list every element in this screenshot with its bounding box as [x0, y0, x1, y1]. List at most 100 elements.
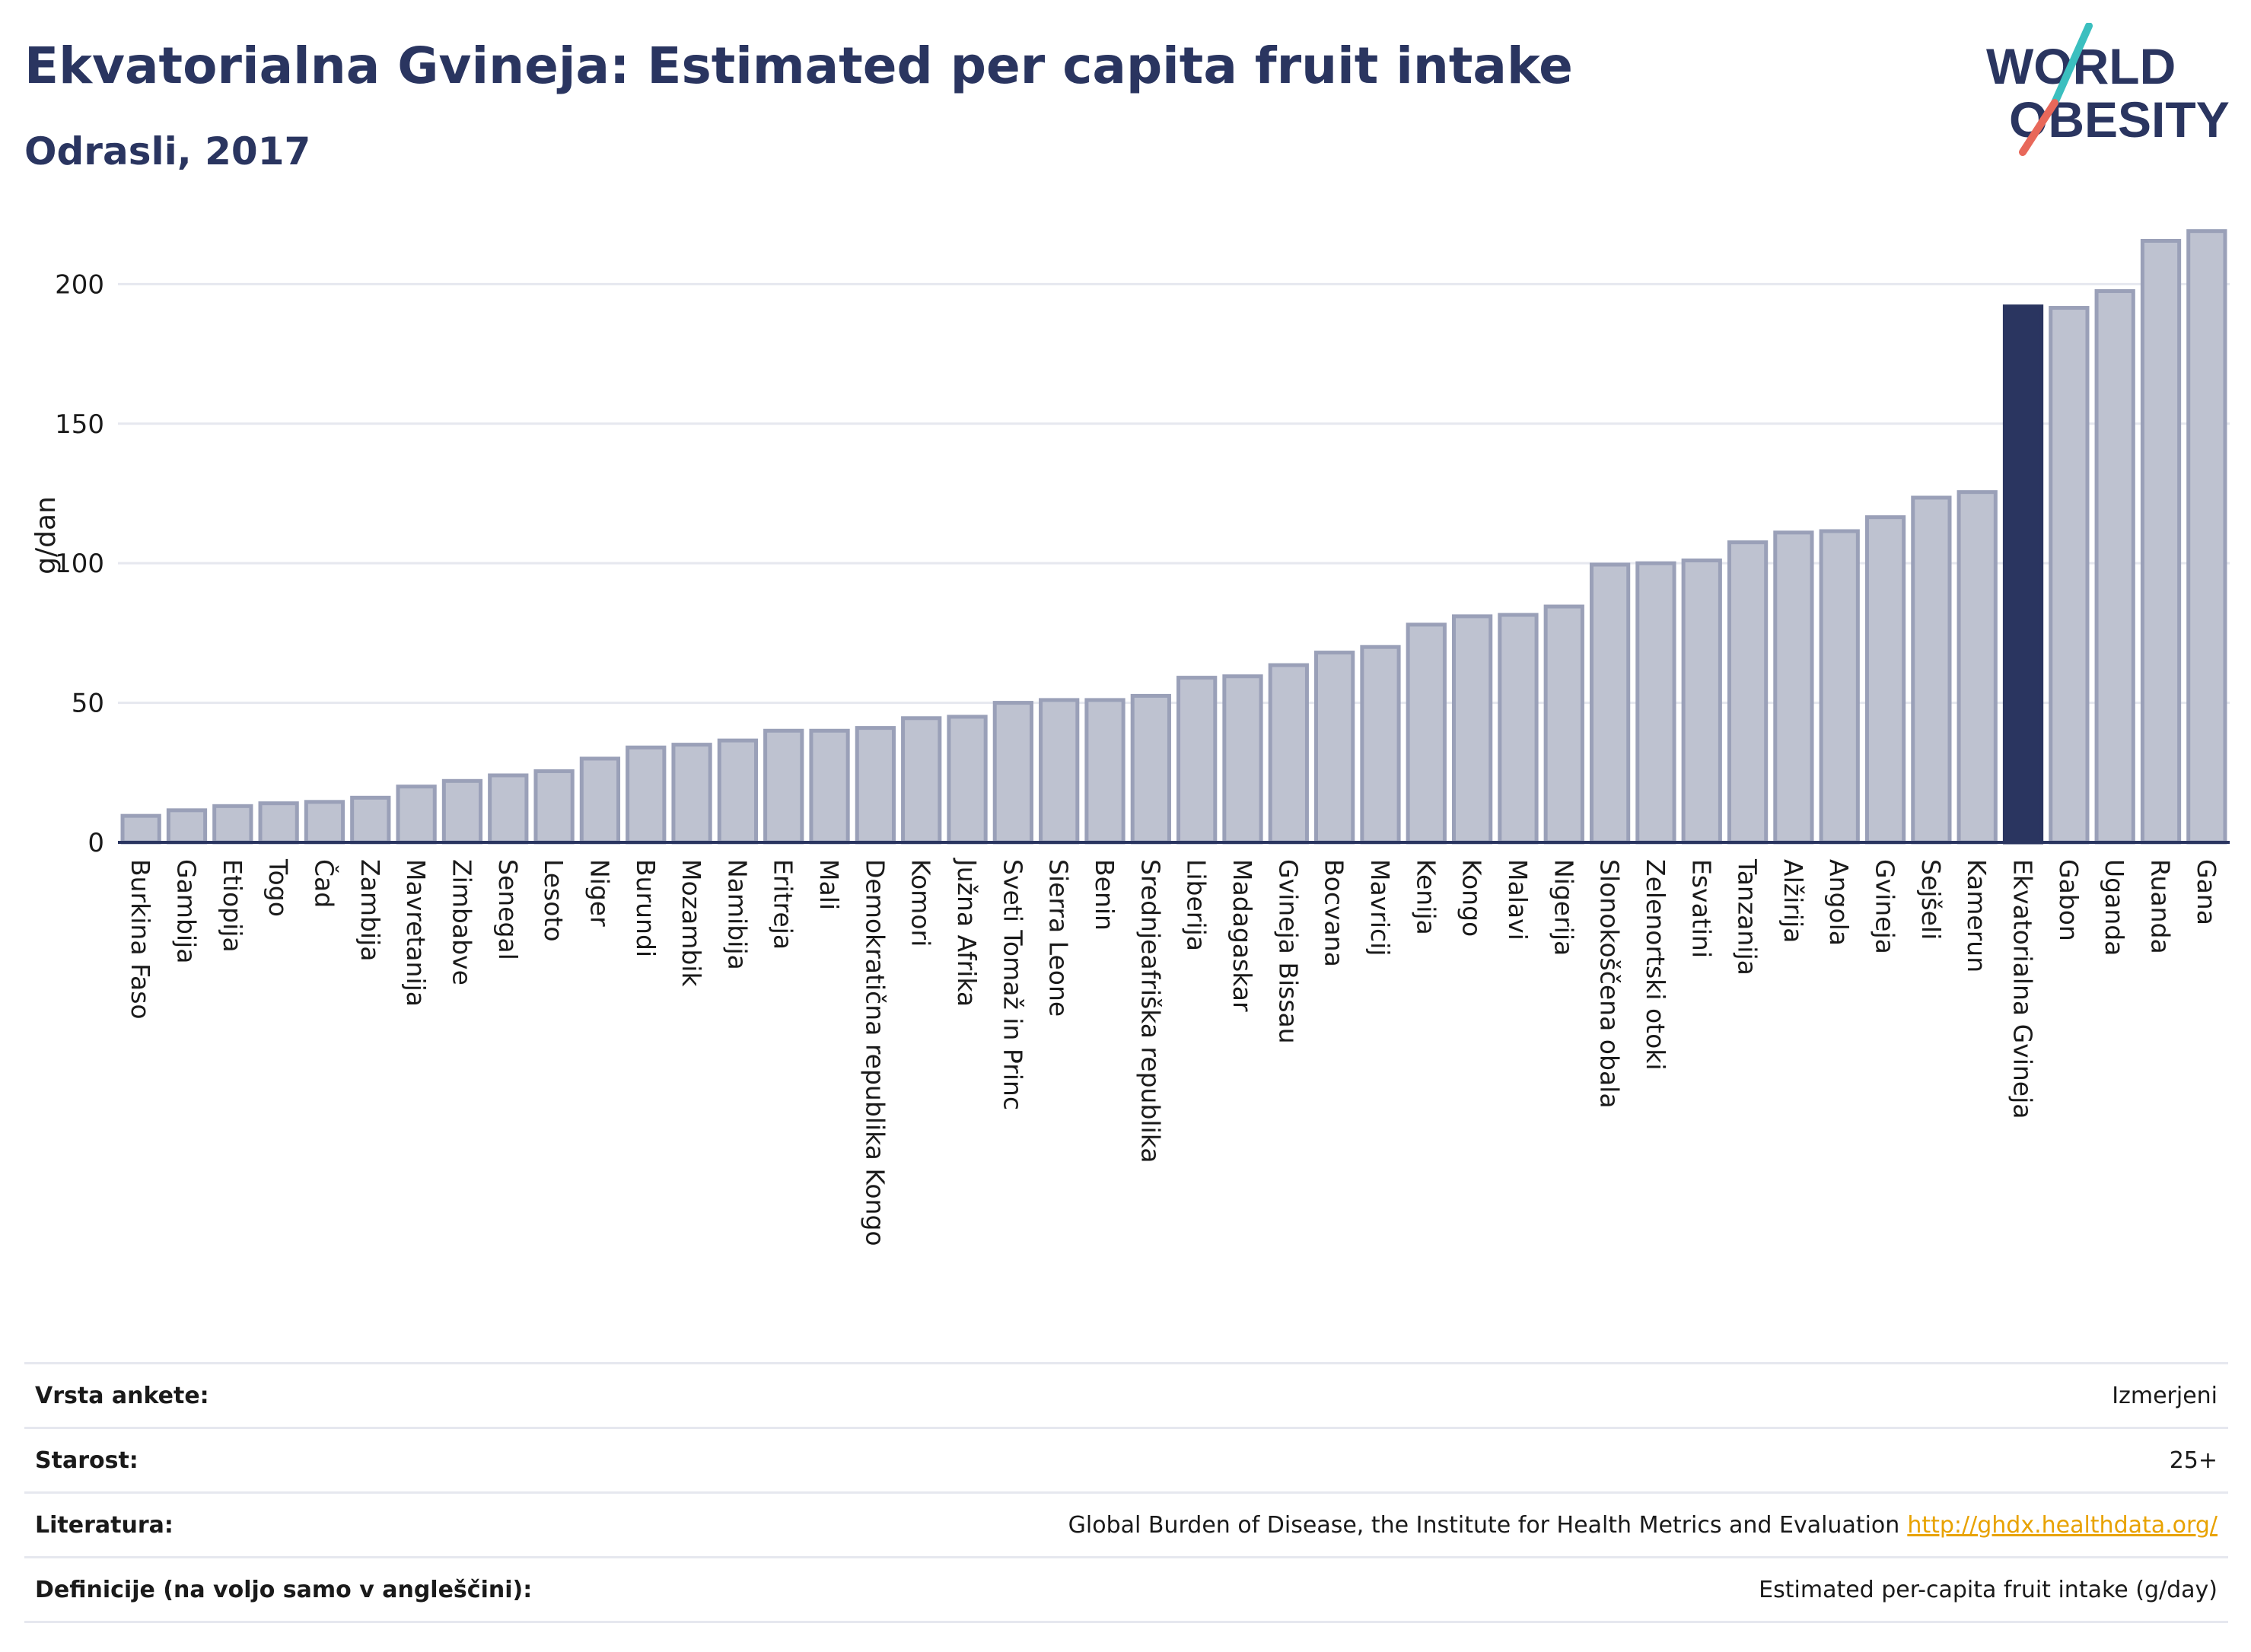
- literature-source: Global Burden of Disease, the Institute …: [1068, 1511, 1900, 1539]
- bar-chart: 0 50 100 150 200 g/dan Burkina Faso Gambija Etio…: [30, 229, 2230, 1246]
- bar: [717, 738, 759, 845]
- info-label: Definicije (na voljo samo v angleščini):: [35, 1576, 533, 1603]
- bar: [1268, 663, 1309, 845]
- bar: [809, 728, 850, 845]
- bar: [1589, 562, 1631, 845]
- info-row-survey-type: Vrsta ankete: Izmerjeni: [24, 1362, 2228, 1427]
- bar: [1727, 540, 1769, 845]
- x-tick-label: Demokratična republika Kongo: [860, 859, 890, 1246]
- x-tick-label: Eritreja: [769, 859, 798, 950]
- x-tick-label: Sierra Leone: [1044, 859, 1074, 1017]
- bar: [533, 769, 575, 845]
- x-tick-label: Togo: [263, 858, 293, 917]
- x-tick-label: Namibija: [722, 859, 752, 970]
- x-tick-label: Srednjeafriška republika: [1135, 859, 1165, 1163]
- x-tick-label: Liberija: [1182, 859, 1211, 951]
- y-tick-label: 200: [55, 269, 104, 300]
- x-tick-label: Angola: [1824, 859, 1854, 946]
- x-tick-label: Nigerija: [1549, 859, 1578, 956]
- info-table: Vrsta ankete: Izmerjeni Starost: 25+ Lit…: [24, 1362, 2228, 1623]
- y-axis-label: g/dan: [30, 496, 62, 575]
- x-tick-label: Zelenortski otoki: [1641, 859, 1670, 1071]
- bar: [2186, 229, 2227, 845]
- x-tick-label: Gambija: [171, 859, 201, 963]
- logo-slash-coral: [2019, 99, 2058, 156]
- bar: [166, 808, 208, 845]
- bar: [1911, 495, 1952, 845]
- x-tick-label: Esvatini: [1686, 859, 1716, 958]
- x-tick-label: Benin: [1090, 859, 1119, 931]
- bar: [1498, 613, 1539, 845]
- bar: [1451, 614, 1493, 845]
- info-row-age: Starost: 25+: [24, 1427, 2228, 1491]
- x-tick-label: Mali: [814, 859, 844, 910]
- bar: [1819, 529, 1860, 845]
- x-tick-label: Sejšeli: [1916, 859, 1946, 940]
- bar: [2002, 304, 2044, 845]
- x-tick-label: Zambija: [355, 859, 385, 961]
- bar: [855, 726, 896, 845]
- logo-slash-teal: [2051, 23, 2093, 107]
- info-value: Estimated per-capita fruit intake (g/day…: [1759, 1576, 2218, 1603]
- bar: [212, 804, 253, 845]
- x-tick-label: Gvineja Bissau: [1273, 859, 1303, 1044]
- x-tick-label: Alžirija: [1778, 859, 1808, 943]
- bar: [1956, 490, 1998, 845]
- bar: [626, 745, 667, 845]
- x-tick-label: Čad: [309, 859, 339, 908]
- bar: [1635, 561, 1676, 845]
- x-tick-label: Burundi: [631, 859, 661, 957]
- x-tick-label: Mozambik: [677, 859, 706, 987]
- x-tick-label: Komori: [906, 859, 936, 947]
- info-label: Starost:: [35, 1447, 138, 1474]
- x-tick-label: Malavi: [1503, 859, 1533, 941]
- x-tick-label: Gvineja: [1871, 859, 1900, 954]
- info-row-literature: Literatura: Global Burden of Disease, th…: [24, 1491, 2228, 1556]
- x-tick-label: Tanzanija: [1733, 858, 1762, 976]
- bar: [258, 801, 299, 845]
- bar: [2140, 239, 2182, 845]
- bar: [1681, 559, 1722, 845]
- y-tick-label: 0: [88, 828, 104, 858]
- info-label: Literatura:: [35, 1511, 174, 1539]
- bar: [1176, 676, 1218, 845]
- x-tick-label: Burkina Faso: [126, 859, 155, 1020]
- y-tick-label: 150: [55, 409, 104, 440]
- x-tick-label: Južna Afrika: [952, 858, 982, 1007]
- page-title: Ekvatorialna Gvineja: Estimated per capi…: [24, 37, 1573, 95]
- bar: [1314, 651, 1355, 845]
- x-tick-label: Slonokoščena obala: [1595, 859, 1625, 1109]
- bar: [120, 813, 161, 845]
- x-tick-label: Gana: [2192, 859, 2221, 925]
- x-tick-label: Niger: [584, 859, 614, 927]
- x-tick-label: Ruanda: [2146, 859, 2176, 954]
- info-label: Vrsta ankete:: [35, 1382, 209, 1409]
- x-tick-label: Sveti Tomaž in Princ: [998, 859, 1027, 1110]
- x-tick-label: Mavricij: [1365, 859, 1395, 956]
- bar: [2049, 306, 2090, 845]
- bar: [1084, 698, 1126, 845]
- bar: [1864, 515, 1906, 845]
- x-tick-label: Zimbabve: [447, 859, 476, 985]
- info-value: 25+: [2169, 1447, 2218, 1474]
- x-tick-label: Ekvatorialna Gvineja: [2008, 859, 2038, 1119]
- bar: [1039, 698, 1080, 845]
- x-tick-label: Senegal: [493, 859, 523, 960]
- bar: [350, 795, 391, 845]
- bar: [671, 743, 712, 845]
- world-obesity-logo: WORLD OBESITY: [1986, 23, 2230, 156]
- bar: [947, 715, 988, 845]
- y-tick-label: 100: [55, 549, 104, 579]
- page-subtitle: Odrasli, 2017: [24, 129, 311, 173]
- info-value: Global Burden of Disease, the Institute …: [1068, 1512, 2228, 1539]
- bar: [1773, 530, 1814, 845]
- literature-link[interactable]: http://ghdx.healthdata.org/: [1907, 1511, 2218, 1539]
- bar: [2094, 289, 2135, 845]
- x-tick-label: Etiopija: [218, 859, 247, 953]
- x-tick-label: Bocvana: [1320, 859, 1349, 967]
- bar: [992, 701, 1033, 845]
- x-tick-label: Kongo: [1457, 859, 1487, 937]
- x-tick-label: Kamerun: [1962, 859, 1992, 972]
- info-row-definitions: Definicije (na voljo samo v angleščini):…: [24, 1556, 2228, 1623]
- info-value: Izmerjeni: [2112, 1382, 2218, 1409]
